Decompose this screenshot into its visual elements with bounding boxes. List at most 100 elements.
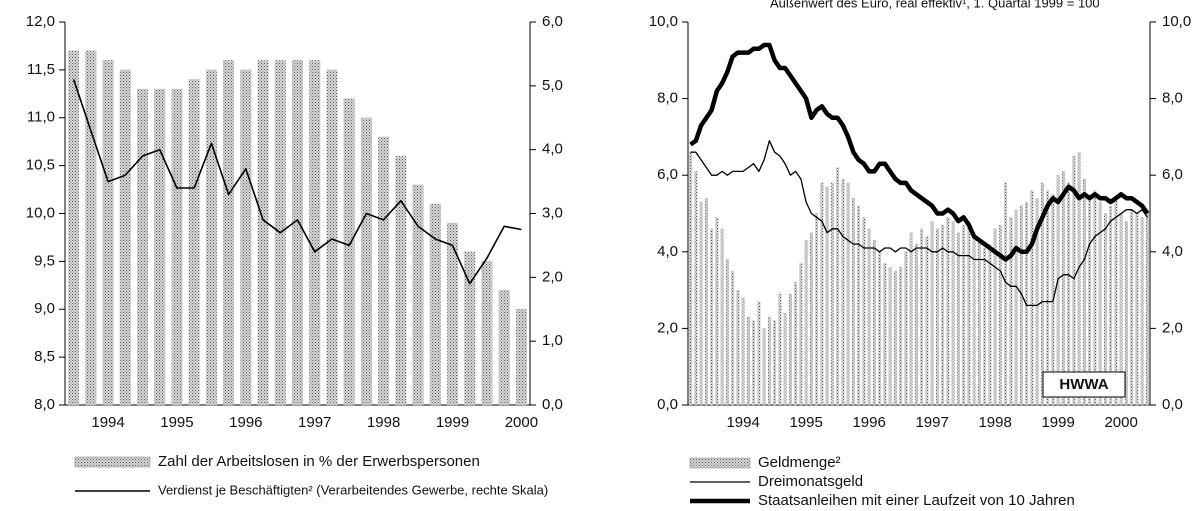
bar xyxy=(725,259,729,406)
bar xyxy=(930,221,934,406)
y-tick-label: 8,0 xyxy=(34,396,55,413)
legend-label: Verdienst je Beschäftigten² (Verarbeiten… xyxy=(158,482,548,497)
bar xyxy=(731,270,735,406)
legend-label: Geldmenge² xyxy=(758,454,841,471)
bar xyxy=(1030,190,1034,406)
bar xyxy=(846,182,850,406)
bar xyxy=(946,217,950,406)
bar xyxy=(223,60,235,406)
bar xyxy=(1103,213,1107,406)
bar xyxy=(1109,205,1113,406)
bar xyxy=(1019,205,1023,406)
bar xyxy=(746,316,750,406)
bar xyxy=(836,167,840,406)
y-tick-label: 10,5 xyxy=(26,157,55,174)
legend-label: Staatsanleihen mit einer Laufzeit von 10… xyxy=(758,492,1075,509)
x-tick-label: 1995 xyxy=(789,414,822,431)
bar xyxy=(857,205,861,406)
bar xyxy=(154,88,166,406)
bar xyxy=(893,270,897,406)
bar xyxy=(309,60,321,406)
bar xyxy=(1067,182,1071,406)
bar xyxy=(1061,171,1065,406)
bar xyxy=(967,221,971,406)
bar xyxy=(498,289,510,406)
bar xyxy=(888,266,892,406)
bar xyxy=(820,182,824,406)
y-tick-label: 11,0 xyxy=(27,109,55,126)
bar xyxy=(925,236,929,406)
y-tick-label: 9,5 xyxy=(34,252,55,269)
x-tick-label: 1995 xyxy=(160,414,193,431)
bar xyxy=(137,88,148,406)
legend-swatch xyxy=(689,457,751,469)
bar xyxy=(983,247,987,406)
y2-tick-label: 4,0 xyxy=(542,141,563,158)
y2-tick-label: 6,0 xyxy=(1162,166,1183,183)
bar xyxy=(767,316,771,406)
x-tick-label: 2000 xyxy=(1104,414,1137,431)
y-tick-label: 6,0 xyxy=(657,166,678,183)
legend-label: Zahl der Arbeitslosen in % der Erwerbspe… xyxy=(158,453,480,470)
bar xyxy=(412,184,424,406)
bar xyxy=(799,263,803,406)
bar xyxy=(464,251,476,406)
bar xyxy=(909,232,913,406)
bar xyxy=(326,69,338,406)
y2-tick-label: 4,0 xyxy=(1162,243,1183,260)
y-tick-label: 10,0 xyxy=(26,204,55,221)
y2-tick-label: 10,0 xyxy=(1162,13,1191,30)
bar xyxy=(741,297,745,406)
bar xyxy=(1077,152,1081,406)
bar xyxy=(1140,217,1144,406)
y-tick-label: 4,0 xyxy=(657,243,678,260)
bar xyxy=(862,217,866,406)
bar xyxy=(773,320,777,406)
bar xyxy=(794,282,798,406)
bar xyxy=(788,293,792,406)
chart-title: Außenwert des Euro, real effektiv¹, 1. Q… xyxy=(770,0,1100,10)
bar xyxy=(1135,213,1139,406)
x-tick-label: 2000 xyxy=(505,414,538,431)
bar xyxy=(830,182,834,406)
bar xyxy=(68,50,80,406)
bar xyxy=(883,263,887,406)
bar xyxy=(904,251,908,406)
bar xyxy=(1093,190,1097,406)
y-tick-label: 8,0 xyxy=(657,90,678,107)
bar xyxy=(515,309,527,406)
bar xyxy=(694,171,698,406)
badge-box xyxy=(1042,371,1126,398)
x-tick-label: 1998 xyxy=(978,414,1011,431)
bar xyxy=(1035,198,1039,406)
bar xyxy=(447,222,458,406)
bar xyxy=(778,293,782,406)
y2-tick-label: 2,0 xyxy=(1162,319,1183,336)
x-tick-label: 1996 xyxy=(852,414,885,431)
y-tick-label: 10,0 xyxy=(649,13,678,30)
y-tick-label: 8,5 xyxy=(34,348,55,365)
bar xyxy=(1040,182,1044,406)
bar xyxy=(395,155,407,406)
bar xyxy=(360,117,372,406)
bar xyxy=(762,328,766,406)
bar xyxy=(988,243,992,406)
bar xyxy=(1046,190,1050,406)
bar xyxy=(977,240,981,406)
line xyxy=(72,79,522,285)
x-tick-label: 1999 xyxy=(436,414,469,431)
badge: HWWA xyxy=(1059,376,1108,393)
bar xyxy=(783,312,787,406)
y2-tick-label: 6,0 xyxy=(542,13,563,30)
bar xyxy=(1072,155,1076,406)
bar xyxy=(710,228,714,406)
x-tick-label: 1999 xyxy=(1041,414,1074,431)
bar xyxy=(993,228,997,406)
bar xyxy=(240,69,252,406)
bar xyxy=(867,228,871,406)
bar xyxy=(935,228,939,406)
bar xyxy=(715,217,719,406)
bar xyxy=(914,243,918,406)
bar xyxy=(1082,178,1086,406)
